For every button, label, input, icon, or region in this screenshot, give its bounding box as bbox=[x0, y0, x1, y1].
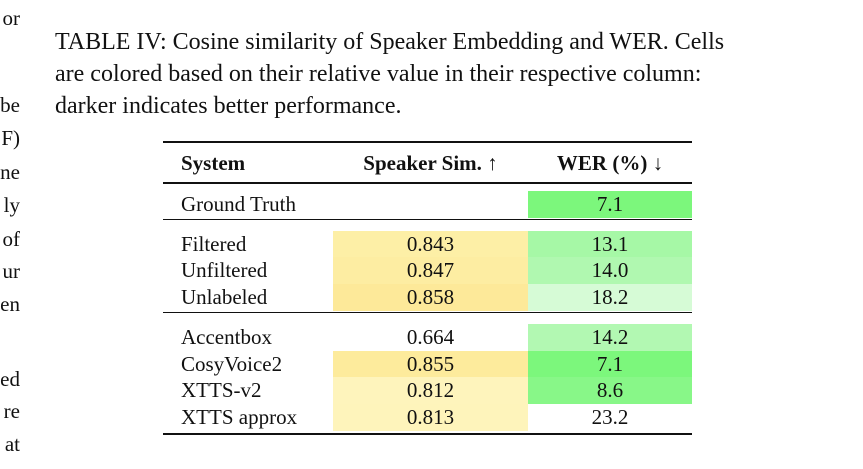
table-cell: 0.813 bbox=[333, 403, 528, 431]
table-cell: 0.843 bbox=[333, 230, 528, 258]
margin-text: ur bbox=[2, 259, 21, 283]
table-rule bbox=[163, 432, 692, 435]
margin-text: of bbox=[2, 227, 21, 251]
table-cell: 14.0 bbox=[528, 257, 692, 285]
table-cell: 0.847 bbox=[333, 257, 528, 285]
table-cell: Unlabeled bbox=[181, 285, 268, 310]
caption-label: TABLE IV: bbox=[55, 29, 167, 55]
table-cell: 8.6 bbox=[528, 377, 692, 405]
table-cell: 18.2 bbox=[528, 284, 692, 312]
table-cell: Accentbox bbox=[181, 324, 272, 349]
table-cell bbox=[333, 191, 528, 218]
margin-text: ne bbox=[0, 160, 20, 184]
margin-text: be bbox=[0, 93, 20, 117]
caption-line: TABLE IV: Cosine similarity of Speaker E… bbox=[55, 27, 724, 57]
table-cell: Ground Truth bbox=[181, 192, 296, 216]
caption-line: are colored based on their relative valu… bbox=[55, 61, 702, 87]
table-cell: CosyVoice2 bbox=[181, 351, 283, 376]
table-cell: 23.2 bbox=[591, 404, 629, 429]
margin-text: ly bbox=[3, 193, 20, 217]
table-cell: XTTS-v2 bbox=[181, 378, 262, 403]
table-cell: 7.1 bbox=[528, 191, 692, 218]
table-rule bbox=[163, 141, 692, 143]
table-cell: 13.1 bbox=[528, 230, 692, 258]
table-cell: Unfiltered bbox=[181, 258, 268, 283]
margin-text: at bbox=[4, 432, 20, 456]
header-cell: System bbox=[181, 151, 246, 175]
header-cell: Speaker Sim. ↑ bbox=[363, 151, 498, 175]
table-cell: Filtered bbox=[181, 231, 247, 256]
table-cell: 0.855 bbox=[333, 350, 528, 378]
table-rule bbox=[163, 182, 692, 184]
table-cell: 14.2 bbox=[528, 323, 692, 351]
caption-text: Cosine similarity of Speaker Embedding a… bbox=[172, 29, 725, 55]
margin-text: ed bbox=[0, 367, 20, 391]
table-cell: XTTS approx bbox=[181, 404, 298, 429]
header-cell: WER (%) ↓ bbox=[556, 151, 664, 175]
table-rule bbox=[163, 218, 692, 221]
table-cell: 0.812 bbox=[333, 377, 528, 405]
margin-text: re bbox=[3, 399, 20, 423]
table-rule bbox=[163, 311, 692, 314]
table-cell: 0.858 bbox=[333, 284, 528, 312]
table-cell: 0.664 bbox=[406, 324, 455, 349]
margin-text: en bbox=[0, 292, 20, 316]
margin-text: F) bbox=[1, 126, 20, 150]
margin-text: or bbox=[2, 6, 21, 30]
table-cell: 7.1 bbox=[528, 350, 692, 378]
caption-line: darker indicates better performance. bbox=[55, 93, 402, 119]
